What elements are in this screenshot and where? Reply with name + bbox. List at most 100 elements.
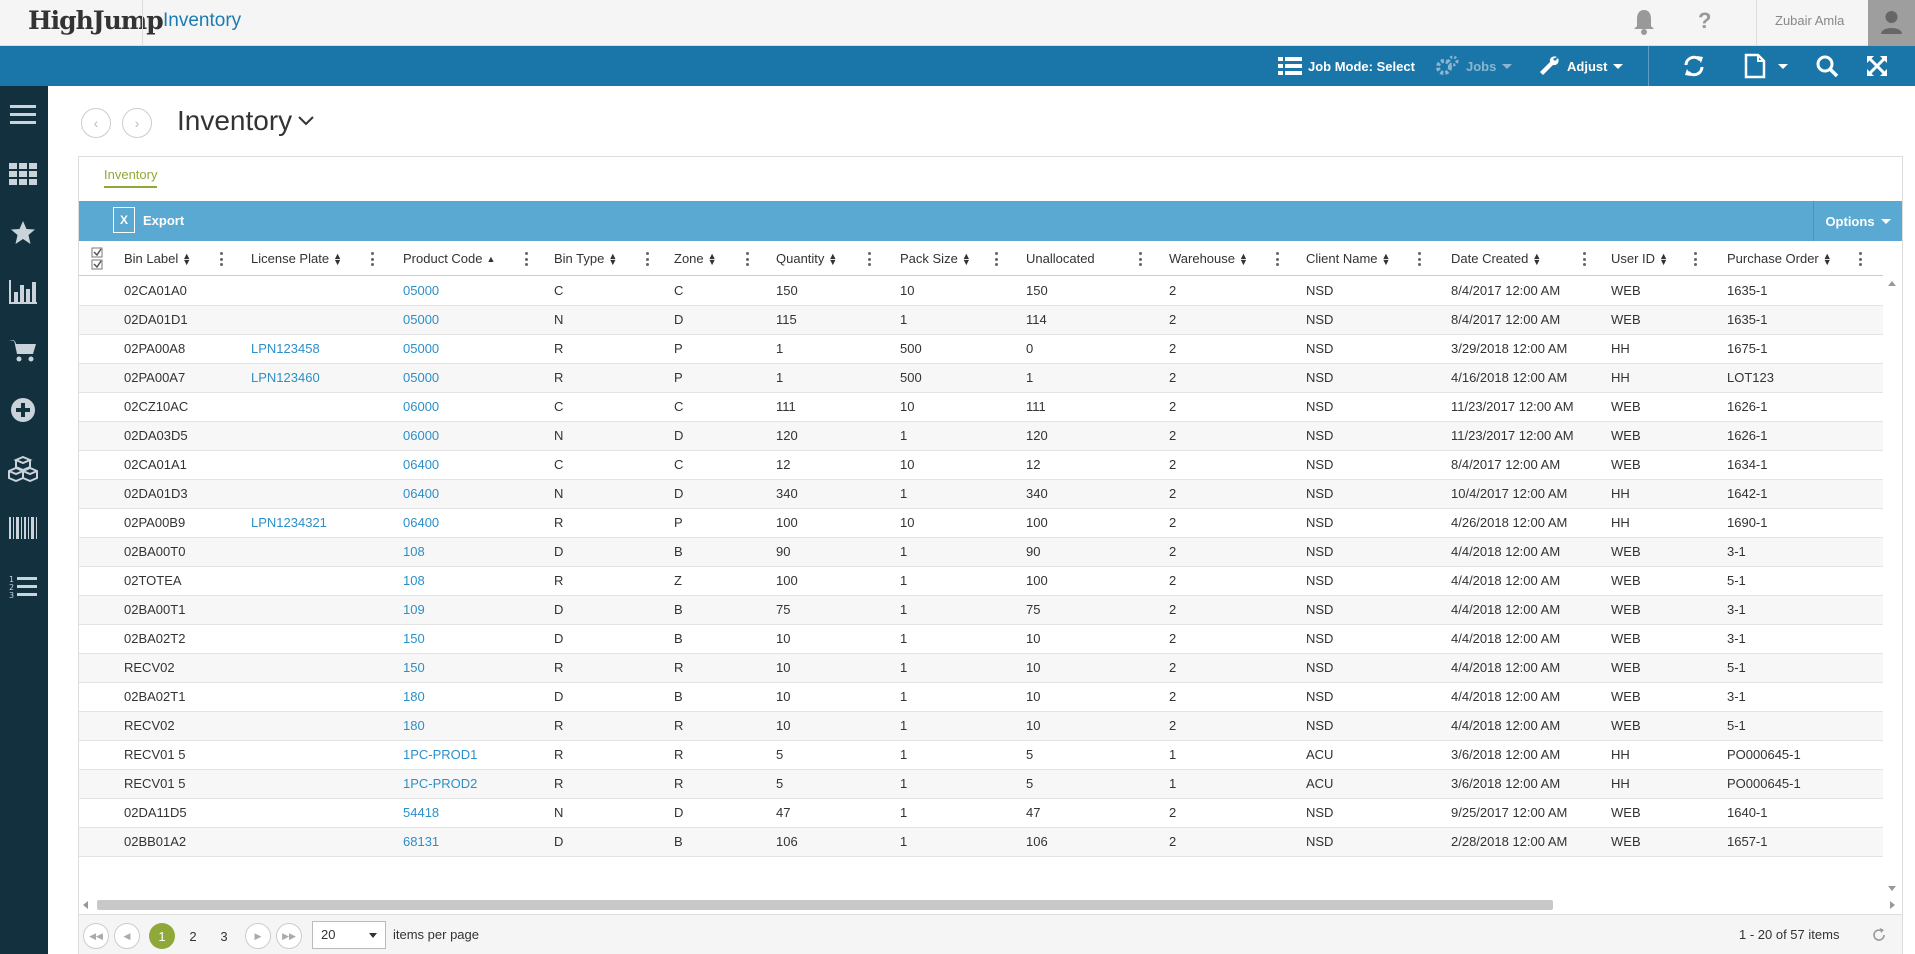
scroll-right-icon[interactable] — [1890, 901, 1895, 909]
table-row[interactable]: 02CZ10AC 06000 C C 111 10 111 2 NSD 11/23/2017 12… — [79, 393, 1883, 422]
table-cell-link[interactable]: 108 — [403, 544, 425, 559]
column-menu-icon[interactable] — [994, 252, 998, 266]
scroll-up-icon[interactable] — [1888, 281, 1896, 286]
column-menu-icon[interactable] — [645, 252, 649, 266]
column-header[interactable]: Product Code ▲ — [403, 241, 495, 276]
table-cell-link[interactable]: LPN123460 — [251, 370, 320, 385]
tab-inventory[interactable]: Inventory — [104, 167, 158, 188]
table-cell-link[interactable]: 150 — [403, 631, 425, 646]
help-icon[interactable]: ? — [1698, 8, 1712, 33]
table-cell-link[interactable]: 1PC-PROD2 — [403, 776, 478, 791]
table-row[interactable]: RECV02 150 R R 10 1 10 2 NSD 4/4/2018 12:00 AM WEB… — [79, 654, 1883, 683]
column-header[interactable]: Client Name ▲ ▼ — [1306, 241, 1390, 276]
table-cell-link[interactable]: 06400 — [403, 457, 440, 472]
page-button-2[interactable]: 2 — [189, 928, 197, 944]
column-menu-icon[interactable] — [370, 252, 374, 266]
table-cell-link[interactable]: 05000 — [403, 370, 440, 385]
last-page-button[interactable]: ▶▶ — [276, 923, 302, 949]
table-row[interactable]: 02PA00A7 LPN123460 05000 R P 1 500 1 2 NSD 4/16/20… — [79, 364, 1883, 393]
table-cell-link[interactable]: 06000 — [403, 428, 440, 443]
table-row[interactable]: 02DA03D5 06000 N D 120 1 120 2 NSD 11/23/2017 12:… — [79, 422, 1883, 451]
app-title[interactable]: Inventory — [163, 10, 242, 31]
bar-chart-icon[interactable] — [8, 277, 38, 307]
table-cell-link[interactable]: 06000 — [403, 399, 440, 414]
page-button-3[interactable]: 3 — [220, 928, 228, 944]
next-page-button[interactable]: ▶ — [245, 923, 271, 949]
column-header[interactable]: Zone ▲ ▼ — [674, 241, 717, 276]
job-mode-button[interactable]: Job Mode: Select — [1278, 46, 1415, 86]
star-icon[interactable] — [8, 218, 38, 248]
table-cell-link[interactable]: 05000 — [403, 312, 440, 327]
column-header[interactable]: Warehouse ▲ ▼ — [1169, 241, 1248, 276]
table-row[interactable]: 02DA01D1 05000 N D 115 1 114 2 NSD 8/4/2017 12:00… — [79, 306, 1883, 335]
table-cell-link[interactable]: 05000 — [403, 341, 440, 356]
forward-button[interactable]: › — [122, 108, 152, 138]
table-row[interactable]: RECV01 5 1PC-PROD2 R R 5 1 5 1 ACU 3/6/2018 12:00… — [79, 770, 1883, 799]
table-cell-link[interactable]: 54418 — [403, 805, 440, 820]
jobs-menu[interactable]: Jobs — [1434, 46, 1513, 86]
column-menu-icon[interactable] — [1138, 252, 1142, 266]
column-menu-icon[interactable] — [1582, 252, 1586, 266]
page-button-1[interactable]: 1 — [149, 923, 175, 949]
table-cell-link[interactable]: 1PC-PROD1 — [403, 747, 478, 762]
column-header[interactable]: License Plate ▲ ▼ — [251, 241, 342, 276]
bell-icon[interactable] — [1632, 8, 1656, 36]
table-cell-link[interactable]: 06400 — [403, 486, 440, 501]
column-menu-icon[interactable] — [1275, 252, 1279, 266]
table-row[interactable]: 02CA01A1 06400 C C 12 10 12 2 NSD 8/4/2017 12:00 … — [79, 451, 1883, 480]
table-cell-link[interactable]: 108 — [403, 573, 425, 588]
column-menu-icon[interactable] — [1693, 252, 1697, 266]
table-row[interactable]: 02PA00B9 LPN1234321 06400 R P 100 10 100 2 NSD 4/2… — [79, 509, 1883, 538]
table-row[interactable]: RECV02 180 R R 10 1 10 2 NSD 4/4/2018 12:00 AM WEB… — [79, 712, 1883, 741]
page-title[interactable]: Inventory — [177, 105, 293, 136]
table-cell-link[interactable]: LPN123458 — [251, 341, 320, 356]
column-header[interactable]: Bin Label ▲ ▼ — [124, 241, 191, 276]
app-logo[interactable]: HighJump — [28, 6, 164, 35]
table-row[interactable]: 02BA00T0 108 D B 90 1 90 2 NSD 4/4/2018 12:00 AM W… — [79, 538, 1883, 567]
table-cell-link[interactable]: 180 — [403, 718, 425, 733]
barcode-icon[interactable] — [8, 513, 38, 543]
apps-grid-icon[interactable] — [8, 159, 38, 189]
column-header[interactable]: Date Created ▲ ▼ — [1451, 241, 1541, 276]
fullscreen-button[interactable] — [1865, 46, 1895, 86]
table-row[interactable]: 02BA02T1 180 D B 10 1 10 2 NSD 4/4/2018 12:00 AM W… — [79, 683, 1883, 712]
avatar[interactable] — [1868, 0, 1915, 46]
table-row[interactable]: 02BA02T2 150 D B 10 1 10 2 NSD 4/4/2018 12:00 AM W… — [79, 625, 1883, 654]
table-row[interactable]: 02DA11D5 54418 N D 47 1 47 2 NSD 9/25/2017 12:00 … — [79, 799, 1883, 828]
first-page-button[interactable]: ◀◀ — [83, 923, 109, 949]
table-row[interactable]: 02DA01D3 06400 N D 340 1 340 2 NSD 10/4/2017 12:0… — [79, 480, 1883, 509]
column-header[interactable]: Bin Type ▲ ▼ — [554, 241, 617, 276]
refresh-button[interactable] — [1682, 46, 1712, 86]
column-header[interactable]: Purchase Order ▲ ▼ — [1727, 241, 1832, 276]
document-menu[interactable] — [1744, 46, 1788, 86]
table-cell-link[interactable]: 05000 — [403, 283, 440, 298]
table-row[interactable]: 02BA00T1 109 D B 75 1 75 2 NSD 4/4/2018 12:00 AM W… — [79, 596, 1883, 625]
prev-page-button[interactable]: ◀ — [114, 923, 140, 949]
cart-icon[interactable] — [8, 336, 38, 366]
table-cell-link[interactable]: 180 — [403, 689, 425, 704]
refresh-icon[interactable] — [1871, 927, 1887, 943]
options-menu[interactable]: Options — [1813, 201, 1902, 241]
column-menu-icon[interactable] — [524, 252, 528, 266]
add-circle-icon[interactable] — [8, 395, 38, 425]
scrollbar-thumb[interactable] — [97, 900, 1553, 910]
column-menu-icon[interactable] — [1858, 252, 1862, 266]
back-button[interactable]: ‹ — [81, 108, 111, 138]
table-row[interactable]: 02BB01A2 68131 D B 106 1 106 2 NSD 2/28/2018 12:0… — [79, 828, 1883, 857]
select-all-checkbox[interactable] — [91, 241, 105, 276]
table-cell-link[interactable]: LPN1234321 — [251, 515, 327, 530]
column-menu-icon[interactable] — [867, 252, 871, 266]
column-menu-icon[interactable] — [219, 252, 223, 266]
chevron-down-icon[interactable] — [298, 116, 314, 126]
boxes-icon[interactable] — [8, 454, 38, 484]
table-cell-link[interactable]: 68131 — [403, 834, 440, 849]
scroll-left-icon[interactable] — [83, 901, 88, 909]
column-menu-icon[interactable] — [1417, 252, 1421, 266]
column-header[interactable]: Unallocated — [1026, 241, 1095, 276]
table-row[interactable]: 02TOTEA 108 R Z 100 1 100 2 NSD 4/4/2018 12:00 AM… — [79, 567, 1883, 596]
page-size-select[interactable]: 20 — [312, 921, 386, 949]
table-cell-link[interactable]: 06400 — [403, 515, 440, 530]
menu-icon[interactable] — [8, 100, 38, 130]
user-name[interactable]: Zubair Amla — [1775, 13, 1845, 28]
